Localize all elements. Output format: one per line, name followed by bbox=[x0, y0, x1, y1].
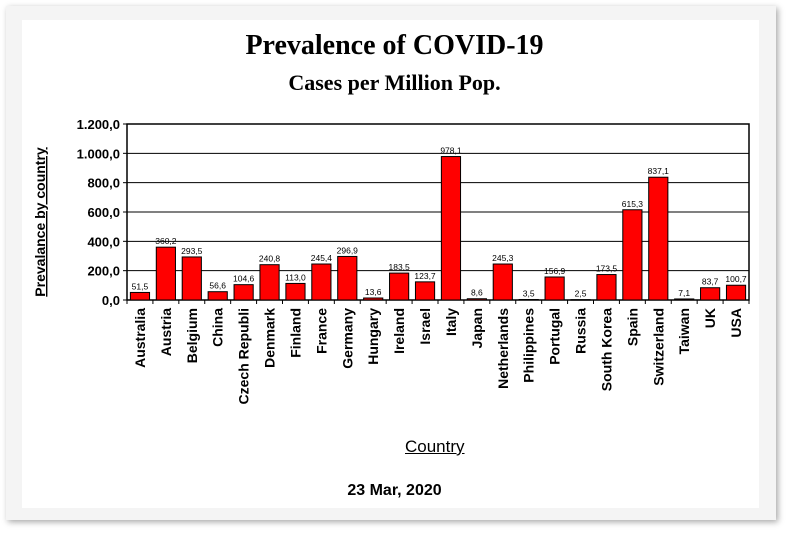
data-label: 83,7 bbox=[702, 277, 719, 287]
x-tick-label: Ireland bbox=[391, 308, 407, 354]
y-axis-label: Prevalance by country bbox=[32, 147, 48, 297]
bar bbox=[725, 284, 747, 301]
bar bbox=[285, 282, 306, 301]
data-label: 13,6 bbox=[365, 287, 382, 297]
data-label: 240,8 bbox=[259, 254, 281, 264]
bar bbox=[596, 274, 617, 301]
x-axis-label: Country bbox=[405, 437, 465, 456]
bar bbox=[674, 298, 695, 301]
data-label: 100,7 bbox=[725, 274, 747, 284]
chart-date: 23 Mar, 2020 bbox=[347, 482, 442, 499]
bar bbox=[622, 209, 643, 301]
bar bbox=[492, 263, 513, 301]
data-label: 2,5 bbox=[575, 289, 587, 299]
data-label: 360,2 bbox=[155, 236, 177, 246]
x-tick-label: Hungary bbox=[365, 308, 381, 365]
data-label: 978,1 bbox=[440, 146, 462, 156]
bar bbox=[544, 276, 565, 301]
bar bbox=[181, 256, 202, 301]
y-tick-label: 400,0 bbox=[87, 234, 120, 249]
bar bbox=[570, 299, 591, 301]
data-label: 837,1 bbox=[648, 166, 670, 176]
data-label: 173,5 bbox=[596, 264, 618, 274]
bar bbox=[155, 246, 176, 301]
bar bbox=[518, 298, 539, 301]
x-tick-label: USA bbox=[728, 308, 744, 338]
chart-title: Prevalence of COVID-19 bbox=[245, 30, 544, 61]
bar bbox=[700, 287, 721, 301]
x-tick-label: Germany bbox=[339, 308, 355, 369]
y-tick-label: 600,0 bbox=[87, 205, 120, 220]
x-tick-label: Austria bbox=[158, 308, 174, 356]
y-tick-label: 200,0 bbox=[87, 264, 120, 279]
bar bbox=[440, 156, 462, 301]
data-label: 104,6 bbox=[233, 274, 255, 284]
data-label: 296,9 bbox=[337, 245, 359, 255]
bar bbox=[648, 176, 669, 301]
x-tick-label: Japan bbox=[469, 308, 485, 348]
x-tick-label: UK bbox=[702, 308, 718, 328]
x-tick-label: Taiwan bbox=[676, 308, 692, 354]
x-tick-label: Finland bbox=[287, 308, 303, 358]
x-tick-label: Spain bbox=[624, 308, 640, 346]
y-tick-label: 1.200,0 bbox=[77, 117, 120, 132]
bar bbox=[466, 298, 487, 301]
data-label: 245,3 bbox=[492, 253, 514, 263]
data-label: 245,4 bbox=[311, 253, 333, 263]
bar bbox=[414, 281, 436, 301]
x-tick-label: Netherlands bbox=[495, 308, 511, 389]
data-label: 8,6 bbox=[471, 288, 483, 298]
data-label: 615,3 bbox=[622, 199, 644, 209]
x-tick-label: Switzerland bbox=[650, 308, 666, 386]
data-label: 3,5 bbox=[523, 288, 535, 298]
data-label: 7,1 bbox=[678, 288, 690, 298]
x-tick-label: France bbox=[313, 308, 329, 354]
chart-subtitle: Cases per Million Pop. bbox=[288, 70, 501, 95]
data-label: 156,9 bbox=[544, 266, 566, 276]
bar bbox=[233, 284, 254, 301]
y-tick-label: 800,0 bbox=[87, 176, 120, 191]
data-label: 56,6 bbox=[209, 281, 226, 291]
bar bbox=[129, 291, 151, 301]
data-label: 51,5 bbox=[132, 281, 149, 291]
x-tick-label: China bbox=[210, 308, 226, 347]
bar bbox=[207, 291, 228, 301]
data-label: 183,5 bbox=[388, 262, 410, 272]
x-tick-label: Belgium bbox=[184, 308, 200, 363]
x-tick-label: Portugal bbox=[547, 308, 563, 365]
x-tick-label: Denmark bbox=[262, 308, 278, 368]
bar bbox=[259, 264, 280, 301]
data-label: 123,7 bbox=[414, 271, 436, 281]
y-tick-label: 0,0 bbox=[102, 293, 120, 308]
x-tick-label: Russia bbox=[573, 308, 589, 354]
bar bbox=[389, 272, 410, 301]
x-tick-label: Italy bbox=[443, 308, 459, 336]
x-tick-label: Philippines bbox=[521, 308, 537, 383]
data-label: 293,5 bbox=[181, 246, 203, 256]
x-tick-label: South Korea bbox=[598, 308, 614, 391]
bar bbox=[337, 255, 358, 301]
x-tick-label: Australia bbox=[132, 308, 148, 368]
x-tick-label: Czech Republi bbox=[236, 308, 252, 404]
bar bbox=[311, 263, 332, 301]
x-tick-label: Israel bbox=[417, 308, 433, 345]
bar bbox=[363, 297, 384, 301]
y-tick-label: 1.000,0 bbox=[77, 146, 120, 161]
data-label: 113,0 bbox=[285, 272, 306, 282]
